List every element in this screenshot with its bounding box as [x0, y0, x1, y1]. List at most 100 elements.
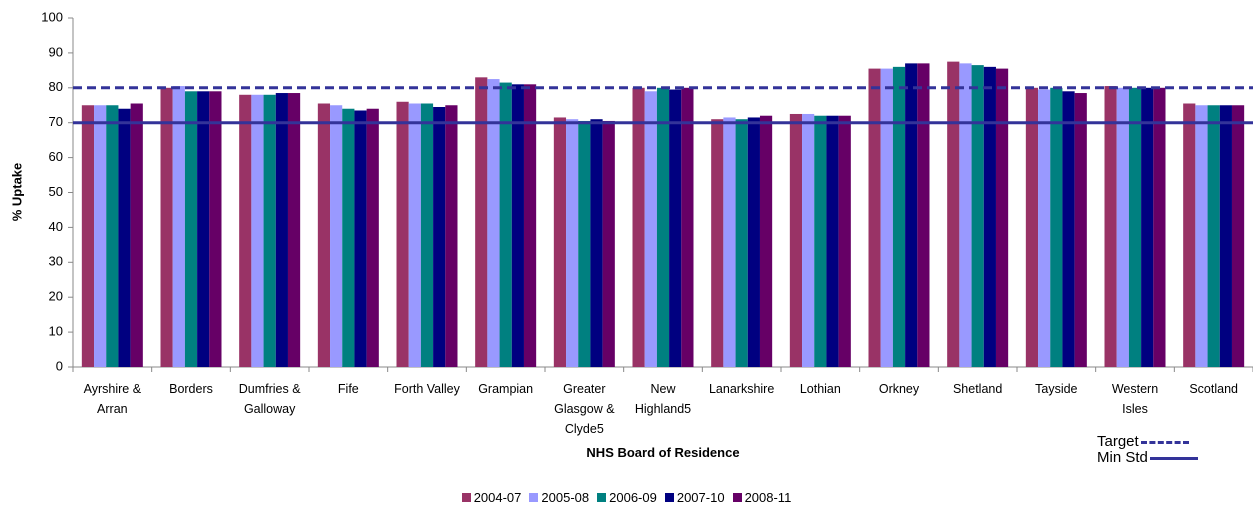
bar	[330, 105, 343, 367]
x-tick-label: New Highland5	[634, 382, 692, 416]
bar	[160, 87, 173, 368]
legend-swatch	[664, 493, 674, 502]
bar	[1195, 105, 1208, 367]
bar	[947, 61, 960, 367]
reference-legend-item: Min Std	[1097, 448, 1217, 465]
reference-legend-line	[1149, 456, 1198, 460]
bar	[354, 110, 367, 368]
y-tick-label: 90	[49, 44, 63, 59]
y-tick-label: 50	[49, 184, 63, 199]
bar	[396, 101, 409, 367]
bar	[983, 66, 996, 368]
x-tick-label: Ayrshire & Arran	[83, 382, 142, 416]
bar	[1062, 91, 1075, 367]
bar	[905, 63, 918, 368]
bar	[1183, 103, 1196, 367]
x-tick-label: Forth Valley	[394, 382, 460, 396]
bar	[511, 84, 524, 367]
bar	[106, 105, 119, 367]
bar	[81, 105, 95, 367]
bar	[1038, 89, 1051, 368]
x-tick-label: Orkney	[878, 382, 920, 396]
bar	[669, 89, 682, 368]
bar	[747, 117, 760, 367]
bar	[420, 103, 434, 367]
bar	[553, 117, 567, 367]
bar	[523, 84, 537, 367]
x-tick-label: Tayside	[1035, 382, 1078, 396]
y-tick-label: 60	[49, 149, 63, 164]
bar	[1231, 105, 1245, 367]
bar	[499, 82, 512, 367]
bar	[263, 94, 276, 367]
bar	[275, 93, 288, 367]
bar	[197, 91, 210, 367]
bar	[578, 120, 591, 367]
x-tick-label: Borders	[169, 382, 213, 396]
legend-item: 2005-08	[529, 490, 589, 505]
bar	[802, 113, 815, 367]
legend-item: 2008-11	[732, 490, 792, 505]
bar	[1219, 105, 1232, 367]
bar	[408, 103, 421, 367]
bar	[566, 119, 579, 368]
reference-legend-label: Target	[1097, 433, 1139, 450]
bar	[826, 115, 839, 367]
bar	[1153, 87, 1166, 368]
x-tick-label: Fife	[337, 382, 359, 396]
x-tick-label: Western Isles	[1111, 382, 1159, 416]
y-axis-title: % Uptake	[9, 163, 24, 222]
legend-swatch	[597, 493, 607, 502]
bar	[184, 91, 198, 367]
bar	[789, 113, 803, 367]
bar	[759, 115, 773, 367]
x-tick-label: Dumfries & Galloway	[238, 382, 301, 416]
legend-item: 2004-07	[461, 490, 521, 505]
x-tick-label: Grampian	[478, 382, 534, 396]
bar	[590, 119, 603, 368]
bar	[118, 108, 131, 368]
bar	[287, 93, 301, 367]
bar	[711, 119, 724, 368]
y-tick-label: 70	[49, 114, 63, 129]
reference-legend: Target Min Std	[1097, 432, 1217, 465]
bar	[971, 65, 984, 368]
bar	[172, 86, 185, 368]
x-tick-label: Lanarkshire	[708, 382, 775, 396]
bar	[917, 63, 930, 368]
bar	[342, 108, 355, 368]
legend-swatch	[461, 493, 471, 502]
y-tick-label: 80	[49, 79, 63, 94]
bar	[130, 103, 143, 367]
bar	[632, 87, 645, 368]
bar	[94, 105, 107, 367]
bar	[602, 120, 615, 367]
bar	[445, 105, 458, 367]
bar	[251, 94, 264, 367]
legend-swatch	[732, 493, 742, 502]
bar	[814, 115, 827, 367]
bar	[366, 108, 379, 368]
bar	[644, 91, 657, 367]
bar	[487, 79, 500, 367]
bar	[1207, 105, 1220, 367]
bar	[735, 119, 748, 368]
legend-swatch	[529, 493, 539, 502]
y-tick-label: 20	[49, 289, 63, 304]
bar	[868, 68, 881, 367]
x-tick-label: Shetland	[952, 382, 1003, 396]
bar	[656, 87, 670, 368]
legend-label: 2008-11	[744, 490, 792, 505]
bar	[475, 77, 488, 367]
reference-legend-line	[1140, 440, 1189, 444]
legend-item: 2006-09	[597, 490, 657, 505]
bar	[1074, 93, 1087, 367]
bar	[959, 63, 972, 368]
bar	[681, 87, 694, 368]
bar	[995, 68, 1009, 367]
x-tick-label: Greater Glasgow & Clyde5	[554, 382, 615, 436]
legend-item: 2007-10	[664, 490, 725, 505]
bar	[433, 106, 446, 368]
